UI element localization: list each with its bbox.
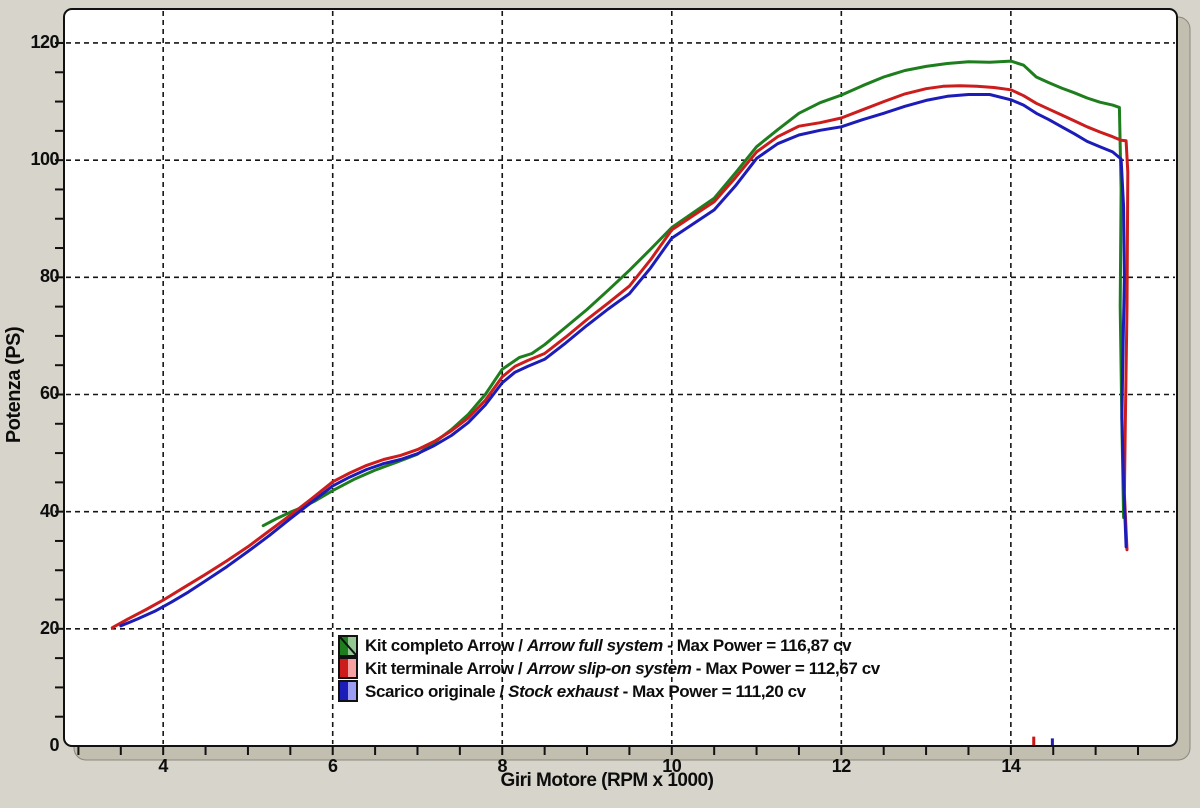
x-tick-label: 12 [831, 756, 852, 776]
legend-row-full-system: Kit completo Arrow / Arrow full system -… [338, 634, 880, 657]
x-tick-label: 6 [327, 756, 338, 776]
legend-swatch-diagonal [340, 636, 356, 655]
legend-label: Kit terminale Arrow / Arrow slip-on syst… [365, 658, 880, 678]
gridlines [66, 11, 1175, 744]
legend-swatch-red [338, 656, 358, 679]
curve-2 [119, 93, 1128, 628]
y-tick-label: 0 [49, 735, 59, 755]
x-tick-label: 10 [662, 756, 682, 776]
y-tick-label: 100 [30, 149, 59, 170]
legend-swatch-green [338, 634, 358, 657]
axis-tick-marks [55, 41, 1140, 755]
curve-1 [110, 84, 1130, 630]
y-tick-label: 60 [39, 383, 60, 404]
y-tick-label: 40 [39, 500, 60, 521]
y-tick-label: 20 [39, 617, 60, 638]
x-tick-label: 14 [1001, 756, 1021, 776]
x-tick-label: 4 [158, 756, 168, 776]
legend-row-stock: Scarico originale / Stock exhaust - Max … [338, 679, 880, 703]
plot-area [63, 8, 1178, 747]
y-tick-label: 80 [39, 266, 60, 287]
x-tick-label: 8 [497, 756, 507, 776]
legend: Kit completo Arrow / Arrow full system -… [338, 634, 880, 703]
legend-label: Kit completo Arrow / Arrow full system -… [365, 635, 852, 655]
stray-data-marks [1032, 736, 1054, 745]
x-axis-title: Giri Motore (RPM x 1000) [500, 770, 714, 791]
power-curves [110, 59, 1130, 630]
legend-label: Scarico originale / Stock exhaust - Max … [365, 681, 806, 701]
y-tick-label: 120 [30, 31, 59, 52]
legend-row-slip-on: Kit terminale Arrow / Arrow slip-on syst… [338, 656, 880, 680]
legend-swatch-blue [338, 679, 358, 702]
y-axis-title: Potenza (PS) [3, 326, 25, 444]
